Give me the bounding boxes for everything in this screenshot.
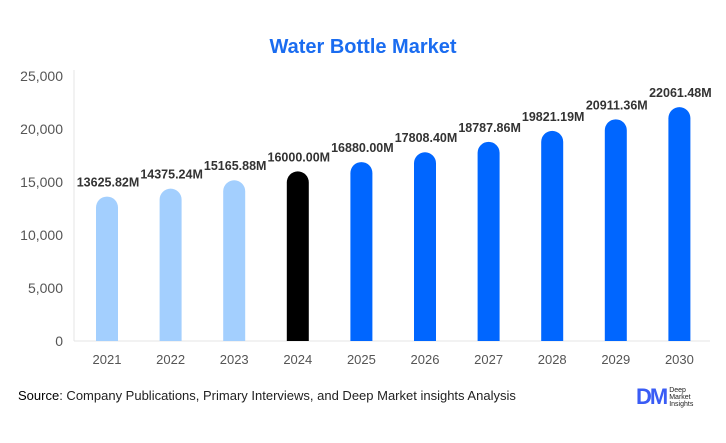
bar <box>477 141 500 341</box>
bar <box>159 188 182 341</box>
logo: DM Deep Market Insights <box>636 384 693 410</box>
x-tick-label: 2021 <box>93 352 122 367</box>
bar <box>541 130 564 341</box>
x-tick-label: 2023 <box>220 352 249 367</box>
data-label: 16000.00M <box>268 150 331 164</box>
y-tick-label: 15,000 <box>20 174 63 190</box>
logo-line: Deep <box>669 386 686 394</box>
logo-line: Insights <box>669 400 694 408</box>
x-tick-label: 2027 <box>474 352 503 367</box>
bar <box>223 180 246 341</box>
data-label: 20911.36M <box>586 98 648 112</box>
data-label: 22061.48M <box>649 86 712 100</box>
y-tick-label: 25,000 <box>20 68 63 84</box>
data-label: 15165.88M <box>204 159 267 173</box>
bar <box>350 162 373 341</box>
y-tick-label: 10,000 <box>20 227 63 243</box>
source-label: Source <box>18 388 60 403</box>
logo-line: Market <box>669 393 691 401</box>
chart-title: Water Bottle Market <box>269 36 457 58</box>
source-text: : Company Publications, Primary Intervie… <box>59 388 516 403</box>
data-label: 19821.19M <box>522 110 585 124</box>
bar <box>414 152 436 341</box>
x-tick-label: 2024 <box>283 352 312 367</box>
data-label: 16880.00M <box>331 141 394 155</box>
x-tick-label: 2028 <box>538 352 567 367</box>
x-tick-label: 2022 <box>156 352 185 367</box>
x-tick-label: 2029 <box>601 352 630 367</box>
bar <box>96 196 118 341</box>
y-tick-label: 5,000 <box>28 280 63 296</box>
bar <box>604 119 627 341</box>
logo-mark: DM <box>636 384 668 409</box>
data-label: 18787.86M <box>458 121 521 135</box>
bar <box>286 171 309 341</box>
data-label: 13625.82M <box>77 176 140 190</box>
bar <box>668 107 691 341</box>
y-tick-label: 0 <box>55 333 63 349</box>
source-note: Source: Company Publications, Primary In… <box>18 388 516 403</box>
data-label: 14375.24M <box>140 168 203 182</box>
x-tick-label: 2030 <box>665 352 694 367</box>
y-tick-label: 20,000 <box>20 121 63 137</box>
data-label: 17808.40M <box>395 131 458 145</box>
x-tick-label: 2025 <box>347 352 376 367</box>
x-tick-label: 2026 <box>411 352 440 367</box>
